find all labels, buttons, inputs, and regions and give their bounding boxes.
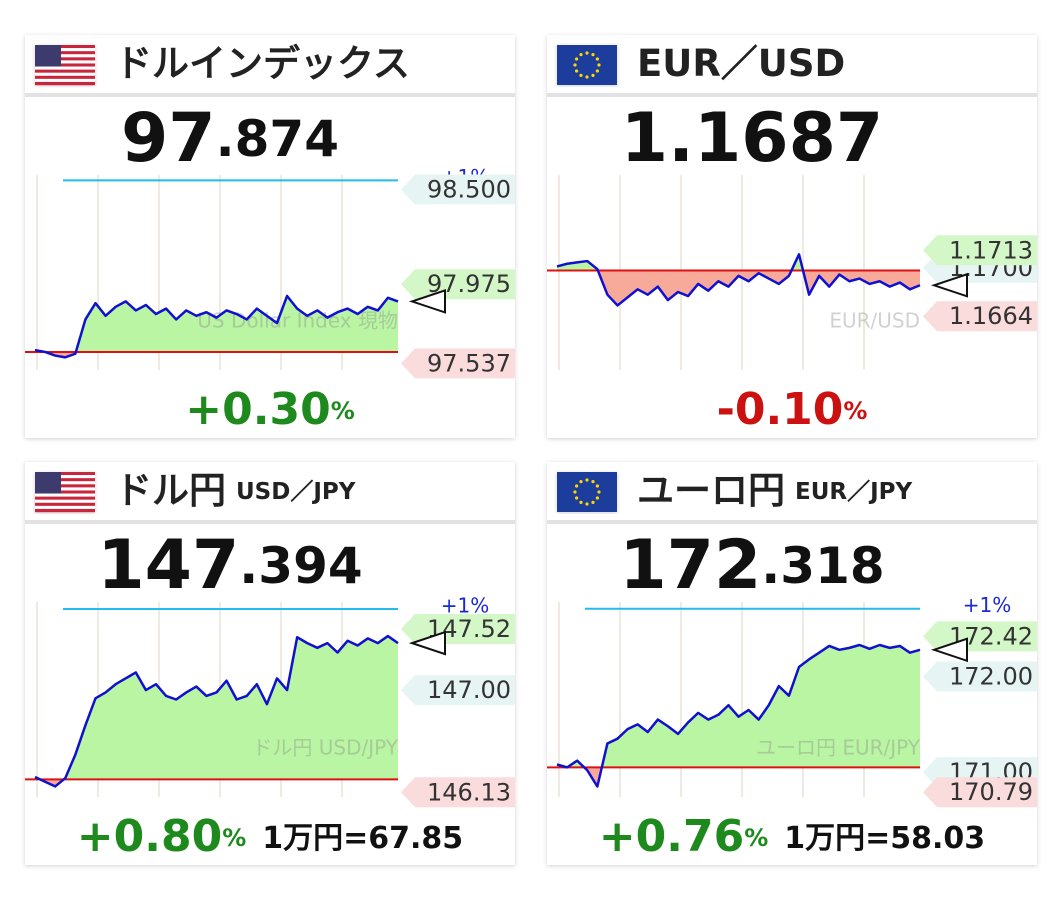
upper-label: +1%	[963, 593, 1012, 617]
price-tag	[401, 174, 515, 205]
change-value: -0.10	[717, 384, 844, 435]
price: 97.874	[121, 99, 339, 178]
panel-title: ユーロ円 EUR／JPY	[637, 469, 913, 512]
price-main: 147	[97, 526, 239, 605]
price: 147.394	[97, 526, 362, 605]
panel-title-text: EUR／USD	[637, 42, 845, 85]
panel-subtitle: USD／JPY	[236, 478, 356, 505]
flag	[557, 472, 617, 512]
price-tag	[401, 269, 515, 300]
price-tag	[923, 661, 1037, 692]
price-tag	[923, 235, 1037, 266]
price-tag-label: 98.500	[427, 175, 511, 203]
price-tag-label: 97.537	[427, 349, 511, 377]
change-unit: %	[744, 824, 768, 852]
price-decimals: .394	[239, 537, 362, 595]
price-tag	[923, 301, 1037, 332]
header-rule	[25, 520, 515, 524]
header-rule	[547, 93, 1037, 97]
price-line	[34, 294, 399, 359]
price-main: 172	[619, 526, 761, 605]
header-rule	[547, 520, 1037, 524]
area-above-base	[557, 645, 920, 768]
upper-label: +1%	[441, 594, 490, 618]
price-tag	[401, 675, 515, 706]
price-tag	[923, 777, 1037, 808]
panel-title: EUR／USD	[637, 42, 845, 85]
change-value: +0.80	[77, 811, 222, 862]
price-main: 1.1687	[621, 99, 883, 178]
price-tag	[401, 348, 515, 379]
change: +0.30%	[185, 384, 354, 435]
price-line	[34, 634, 399, 788]
header-rule	[25, 93, 515, 97]
change: -0.10%	[717, 384, 868, 435]
watermark: EUR/USD	[829, 309, 920, 333]
panel-subtitle: EUR／JPY	[795, 478, 913, 505]
price-tag-label: 170.79	[949, 778, 1033, 806]
change-unit: %	[843, 397, 867, 425]
price-tag	[401, 777, 515, 808]
current-arrow	[930, 272, 968, 298]
price: 1.1687	[621, 99, 883, 178]
price-decimals: .318	[761, 537, 884, 595]
flag	[35, 45, 95, 86]
area-above-base	[557, 254, 804, 271]
change-value: +0.76	[599, 811, 744, 862]
watermark: ドル円 USD/JPY	[252, 736, 398, 760]
current-arrow	[930, 637, 968, 663]
watermark: ユーロ円 EUR/JPY	[756, 736, 921, 760]
area-above-base	[35, 295, 398, 352]
price-tag-label: 147.00	[427, 676, 511, 704]
panel-title: ドル円 USD／JPY	[115, 469, 356, 512]
area-above-base	[35, 636, 398, 780]
panel-title-text: ユーロ円	[637, 469, 785, 512]
conversion-note: 1万円=58.03	[784, 821, 985, 856]
change-unit: %	[222, 824, 246, 852]
price-tag-label: 1.1664	[949, 302, 1033, 330]
change-value: +0.30	[185, 384, 330, 435]
change: +0.76% 1万円=58.03	[599, 811, 985, 862]
price-main: 97	[121, 99, 216, 178]
area-below-base	[557, 270, 920, 306]
price-tag-label: 172.00	[949, 663, 1033, 691]
current-arrow	[408, 289, 446, 314]
price-line	[556, 643, 921, 788]
flag	[35, 472, 95, 513]
price-line	[556, 253, 921, 307]
area-below-base	[557, 767, 920, 787]
current-arrow	[408, 630, 446, 656]
flag	[557, 45, 617, 85]
panel-title: ドルインデックス	[115, 42, 410, 85]
quote-panel: EUR／USD1.1687EUR/USD1.17001.17131.1664-0…	[547, 35, 1037, 438]
price-tag-label: 1.1713	[949, 236, 1033, 264]
change: +0.80% 1万円=67.85	[77, 811, 463, 862]
panel-title-text: ドルインデックス	[115, 42, 410, 85]
price: 172.318	[619, 526, 884, 605]
conversion-note: 1万円=67.85	[262, 821, 463, 856]
watermark: US Dollar Index 現物	[197, 309, 398, 333]
panel-title-text: ドル円	[115, 469, 226, 512]
change-unit: %	[331, 397, 355, 425]
price-tag-label: 146.13	[427, 778, 511, 806]
quote-panel: ドル円 USD／JPY 147.394 ドル円 USD/JPY +1% 147.00 147…	[25, 462, 515, 865]
price-decimals: .874	[216, 110, 339, 168]
